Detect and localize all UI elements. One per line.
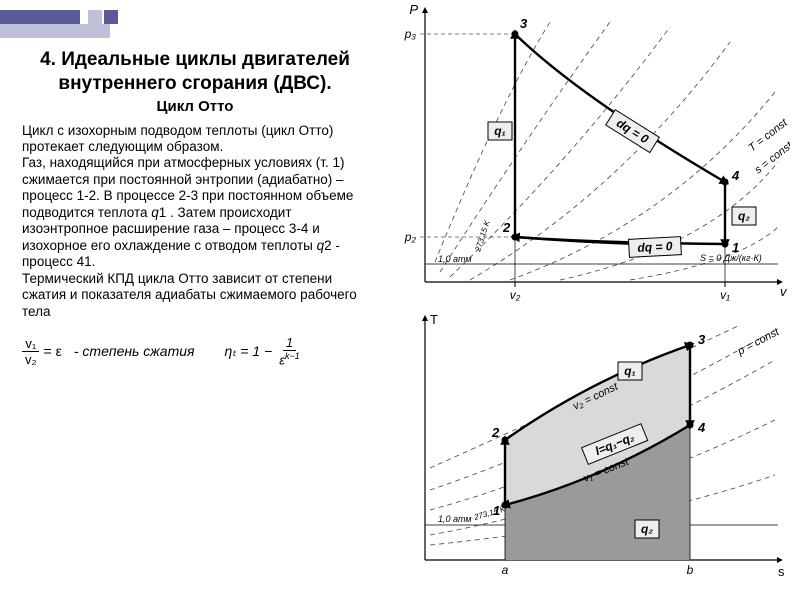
frac-den: v₂ — [22, 352, 40, 366]
formula-row: v₁ v₂ = ε - степень сжатия ηₜ = 1 − 1 εk… — [22, 336, 368, 366]
main-title: 4. Идеальные циклы двигателей внутреннег… — [22, 48, 368, 96]
svg-text:4: 4 — [731, 168, 740, 183]
eq-epsilon: = ε — [44, 343, 62, 359]
ts-b-tick: b — [687, 563, 694, 577]
svg-text:3: 3 — [698, 332, 706, 347]
svg-text:2: 2 — [491, 425, 500, 440]
svg-text:4: 4 — [697, 420, 706, 435]
ts-atm-label: 1,0 атм — [438, 514, 472, 524]
pv-v2-tick: v₂ — [510, 288, 521, 302]
pv-p2-tick: p₂ — [404, 230, 417, 244]
ts-diagram: T s 1,0 атм 273,15 K p = const — [380, 310, 790, 590]
pv-v1-tick: v₁ — [720, 288, 730, 302]
eta-den: εk−1 — [276, 351, 302, 366]
eta-label: ηₜ = 1 − — [225, 343, 273, 360]
svg-text:3: 3 — [520, 16, 528, 31]
svg-text:2: 2 — [502, 220, 511, 235]
efficiency-formula: ηₜ = 1 − 1 εk−1 — [225, 336, 303, 366]
body-paragraph: Цикл с изохорным подводом теплоты (цикл … — [22, 123, 368, 321]
compression-label: - степень сжатия — [74, 343, 195, 359]
ts-x-axis-label: s — [778, 564, 785, 579]
eta-num: 1 — [283, 336, 296, 351]
ts-a-tick: a — [502, 563, 509, 577]
svg-text:q₁: q₁ — [494, 124, 506, 138]
pv-s0-label: S = 0 Дж/(кг·К) — [700, 253, 762, 263]
svg-text:q₂: q₂ — [738, 209, 750, 223]
pv-y-axis-label: P — [409, 2, 418, 17]
compression-ratio-formula: v₁ v₂ = ε — [22, 337, 62, 366]
frac-num: v₁ — [22, 337, 39, 352]
page-root: 4. Идеальные циклы двигателей внутреннег… — [0, 0, 800, 600]
pv-atm-label: 1,0 атм — [438, 254, 472, 264]
right-column: P v 1,0 атм p₃ p₂ v₂ v₁ — [380, 0, 800, 600]
svg-text:q₂: q₂ — [641, 522, 653, 536]
subtitle: Цикл Отто — [22, 98, 368, 115]
left-column: 4. Идеальные циклы двигателей внутреннег… — [0, 0, 380, 600]
svg-text:q₁: q₁ — [624, 364, 636, 378]
ts-y-axis-label: T — [430, 312, 438, 327]
svg-text:dq = 0: dq = 0 — [637, 239, 673, 255]
svg-text:1: 1 — [493, 503, 500, 518]
pv-diagram: P v 1,0 атм p₃ p₂ v₂ v₁ — [380, 2, 790, 310]
pv-p3-tick: p₃ — [404, 27, 417, 41]
